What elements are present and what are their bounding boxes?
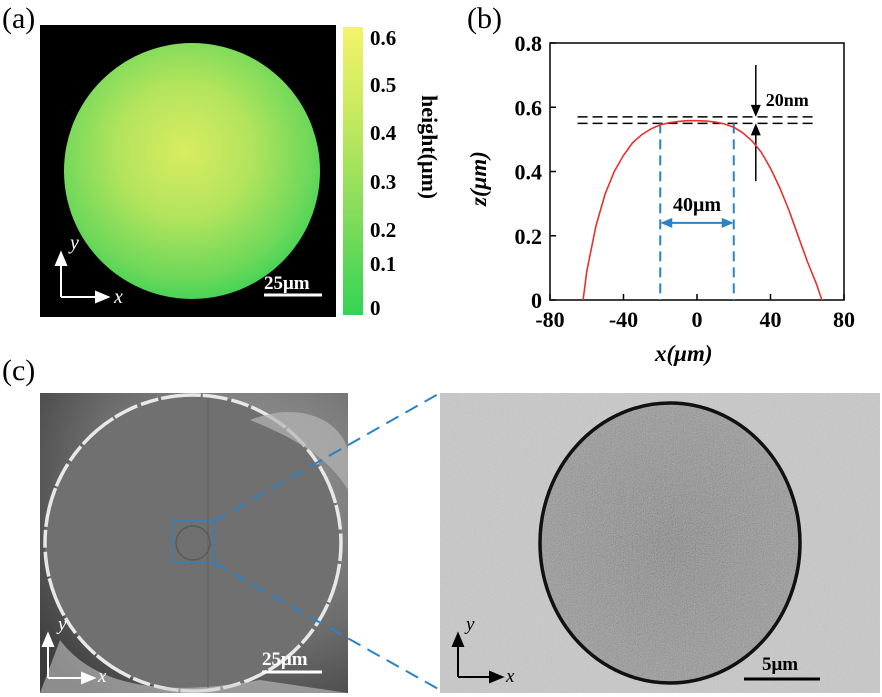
zoom-box <box>171 520 215 564</box>
y-axis-ticks: 0 0.2 0.4 0.6 0.8 <box>515 31 556 313</box>
y-tick-label: 0 <box>531 288 542 313</box>
xy-axes-icon <box>41 631 97 685</box>
scalebar-left-label: 25μm <box>262 649 308 670</box>
scalebar-right-label: 5μm <box>762 654 798 675</box>
x-tick-label: 40 <box>760 307 782 332</box>
panel-label-b: (b) <box>467 2 502 35</box>
fiber-coating-lower <box>40 640 348 693</box>
microlens-small <box>175 525 211 561</box>
y-tick-label: 0.2 <box>515 224 543 249</box>
x-tick-label: -80 <box>535 307 564 332</box>
colorbar-title: height(μm) <box>417 95 442 199</box>
axis-y-label: y <box>464 614 475 635</box>
height-arrow-up-head <box>750 123 761 136</box>
axis-x-label: x <box>505 666 515 687</box>
axis-x-label: x <box>113 286 123 308</box>
colorbar-tick: 0.5 <box>370 73 396 97</box>
colorbar-tick: 0.2 <box>370 218 396 242</box>
fiber-facet <box>45 395 341 691</box>
colorbar-tick: 0 <box>370 296 381 317</box>
xy-axes-icon <box>54 250 111 304</box>
xy-axes-icon <box>451 631 505 684</box>
microlens-height-disk <box>64 43 320 299</box>
width-arrow-head-left <box>660 217 673 228</box>
x-tick-label: 80 <box>833 307 855 332</box>
scalebar-label: 25μm <box>264 273 310 294</box>
axis-y-label: y <box>68 232 79 254</box>
chart-annotations: 40μm 20nm <box>577 65 817 300</box>
colorbar-tick: 0.3 <box>370 170 396 194</box>
panel-a-height-map: y x 25μm 0.6 0.5 0.4 0.3 0.2 0.1 0 heigh… <box>40 25 442 317</box>
microlens-disk <box>540 403 800 683</box>
x-tick-label: 0 <box>692 307 703 332</box>
y-tick-label: 0.8 <box>515 31 543 56</box>
colorbar <box>343 27 363 315</box>
axis-y-label: y <box>56 614 67 635</box>
x-tick-label: -40 <box>609 307 638 332</box>
panel-c-sem-images: y x 25μm y x 5μm <box>40 392 880 693</box>
x-axis-label: x(μm) <box>654 341 713 366</box>
axis-x-label: x <box>97 666 107 687</box>
height-arrow-down-head <box>750 104 761 117</box>
microlens-edge <box>538 401 802 685</box>
width-annotation-label: 40μm <box>673 194 721 216</box>
colorbar-tick: 0.6 <box>370 26 396 50</box>
width-arrow-head-right <box>721 217 734 228</box>
colorbar-tick: 0.1 <box>370 252 396 276</box>
colorbar-tick: 0.4 <box>370 121 397 145</box>
y-tick-label: 0.4 <box>515 160 543 185</box>
y-axis-label: z(μm) <box>468 151 491 207</box>
x-axis-ticks: -80 -40 0 40 80 <box>535 294 855 332</box>
panel-b-profile-chart: 0 0.2 0.4 0.6 0.8 -80 -40 0 40 80 40μm 20nm z(μm)… <box>468 31 855 366</box>
y-tick-label: 0.6 <box>515 95 543 120</box>
height-annotation-label: 20nm <box>766 90 809 110</box>
panel-label-c: (c) <box>2 354 36 387</box>
profile-curve <box>582 119 823 301</box>
plot-frame <box>549 42 845 301</box>
colorbar-ticks: 0.6 0.5 0.4 0.3 0.2 0.1 0 <box>370 26 397 317</box>
panel-label-a: (a) <box>2 2 36 35</box>
fiber-coating-highlight <box>250 411 348 490</box>
